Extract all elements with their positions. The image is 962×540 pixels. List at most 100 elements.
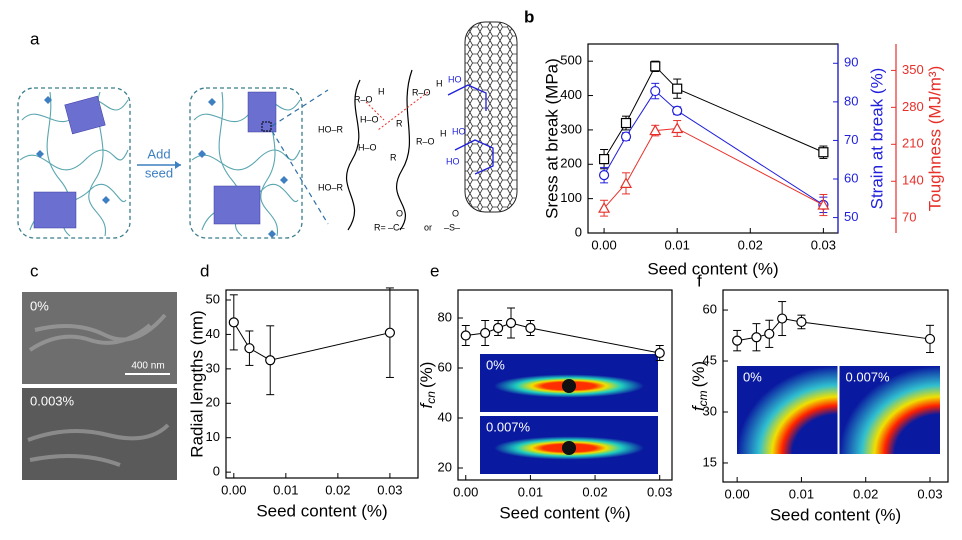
chem-label: or bbox=[424, 222, 432, 232]
panel-label: b bbox=[524, 7, 534, 26]
chem-label: H bbox=[378, 86, 385, 96]
marker bbox=[460, 330, 471, 341]
plot-frame bbox=[457, 289, 673, 481]
y-axis-label: Radial lengths (nm) bbox=[187, 310, 206, 457]
sem-images bbox=[22, 292, 177, 480]
chem-label: R= bbox=[374, 222, 386, 232]
marker bbox=[671, 122, 684, 134]
marker bbox=[777, 313, 788, 324]
x-tick-label: 0.00 bbox=[221, 482, 246, 497]
chem-label: R–O bbox=[412, 87, 431, 97]
y2-tick-label: 80 bbox=[844, 93, 858, 108]
inset-label: 0.007% bbox=[846, 369, 891, 384]
y-axis-label: Sress at break (MPa) bbox=[542, 58, 561, 219]
arrow-label: Add bbox=[147, 146, 170, 161]
y-tick-label: 20 bbox=[438, 459, 452, 474]
x-tick-label: 0.03 bbox=[647, 484, 672, 499]
chem-label: HO–R bbox=[318, 182, 344, 192]
chem-label: H bbox=[440, 128, 447, 138]
chem-label: HO bbox=[452, 126, 466, 136]
sem-label: 0% bbox=[30, 298, 49, 313]
marker bbox=[620, 131, 632, 142]
x-tick-label: 0.01 bbox=[518, 484, 543, 499]
y-tick-label: 200 bbox=[560, 156, 582, 171]
chem-label: –S– bbox=[444, 222, 460, 232]
marker bbox=[654, 347, 665, 359]
chem-label: R–O bbox=[354, 94, 373, 104]
x-tick-label: 0.03 bbox=[377, 482, 402, 497]
x-axis-label: Seed content (%) bbox=[770, 505, 901, 524]
inset-label: 0% bbox=[743, 369, 762, 384]
y-axis-label-subscript: cn bbox=[424, 391, 438, 404]
arrow-label: seed bbox=[145, 165, 173, 180]
chem-label: HO–R bbox=[318, 124, 344, 134]
y-axis-label: fcm (%) bbox=[689, 361, 710, 411]
network-diagram bbox=[17, 21, 518, 239]
x-tick-label: 0.00 bbox=[591, 237, 616, 252]
beam-stop bbox=[562, 379, 576, 393]
marker bbox=[649, 124, 662, 136]
y-tick-label: 300 bbox=[560, 121, 582, 136]
y-axis-label-unit: (%) bbox=[417, 362, 436, 388]
marker bbox=[764, 328, 775, 339]
marker bbox=[818, 147, 829, 158]
inset-label: 0.007% bbox=[486, 419, 531, 434]
y-tick-label: 40 bbox=[438, 409, 452, 424]
marker bbox=[480, 327, 491, 339]
x-tick-label: 0.01 bbox=[665, 237, 690, 252]
y-tick-label: 30 bbox=[206, 360, 220, 375]
x-tick-label: 0.02 bbox=[738, 237, 763, 252]
chem-label: –C– bbox=[388, 222, 405, 232]
y-tick-label: 50 bbox=[206, 291, 220, 306]
x-axis-label: Seed content (%) bbox=[647, 259, 778, 278]
y-tick-label: 400 bbox=[560, 87, 582, 102]
y2-tick-label: 90 bbox=[844, 55, 858, 70]
chem-label: R–O bbox=[416, 136, 435, 146]
marker bbox=[505, 317, 517, 329]
chem-label: R bbox=[390, 152, 397, 162]
marker bbox=[817, 198, 830, 210]
marker bbox=[650, 85, 661, 97]
marker bbox=[672, 105, 683, 116]
chem-label: HO bbox=[448, 74, 462, 84]
marker bbox=[265, 355, 276, 366]
y3-axis-label: Toughness (MJ/m³) bbox=[925, 66, 944, 211]
marker bbox=[924, 333, 936, 345]
marker bbox=[619, 177, 633, 188]
plot-frame bbox=[225, 289, 419, 479]
chem-label: R bbox=[396, 118, 403, 128]
x-tick-label: 0.01 bbox=[273, 482, 298, 497]
panel-label: d bbox=[200, 261, 209, 280]
inset-pattern bbox=[737, 366, 838, 454]
y-axis-label-symbol: f bbox=[417, 401, 436, 408]
marker bbox=[525, 322, 536, 334]
x-tick-label: 0.03 bbox=[917, 486, 942, 501]
marker bbox=[598, 201, 611, 213]
series-line bbox=[233, 322, 391, 361]
y-tick-label: 45 bbox=[703, 352, 717, 367]
y-axis-label: fcn (%) bbox=[417, 362, 438, 409]
y2-tick-label: 60 bbox=[844, 170, 858, 185]
series-line bbox=[603, 65, 824, 160]
x-tick-label: 0.02 bbox=[325, 482, 350, 497]
marker bbox=[492, 322, 504, 334]
y2-axis-label: Strain at break (%) bbox=[867, 68, 886, 210]
y3-tick-label: 140 bbox=[902, 173, 924, 188]
x-axis-label: Seed content (%) bbox=[499, 503, 630, 522]
series-line bbox=[603, 127, 824, 209]
x-tick-label: 0.00 bbox=[453, 484, 478, 499]
y-tick-label: 100 bbox=[560, 190, 582, 205]
panel-label: f bbox=[697, 271, 702, 290]
y3-tick-label: 70 bbox=[902, 210, 916, 225]
marker bbox=[384, 327, 396, 338]
y-tick-label: 40 bbox=[206, 326, 220, 341]
y-tick-label: 15 bbox=[703, 454, 717, 469]
y-tick-label: 60 bbox=[438, 359, 452, 374]
sem-label: 0.003% bbox=[30, 393, 75, 408]
marker bbox=[598, 170, 610, 181]
scale-bar-label: 400 nm bbox=[131, 361, 164, 372]
y-tick-label: 20 bbox=[206, 395, 220, 410]
marker bbox=[751, 332, 762, 343]
chem-label: HO bbox=[446, 156, 460, 166]
